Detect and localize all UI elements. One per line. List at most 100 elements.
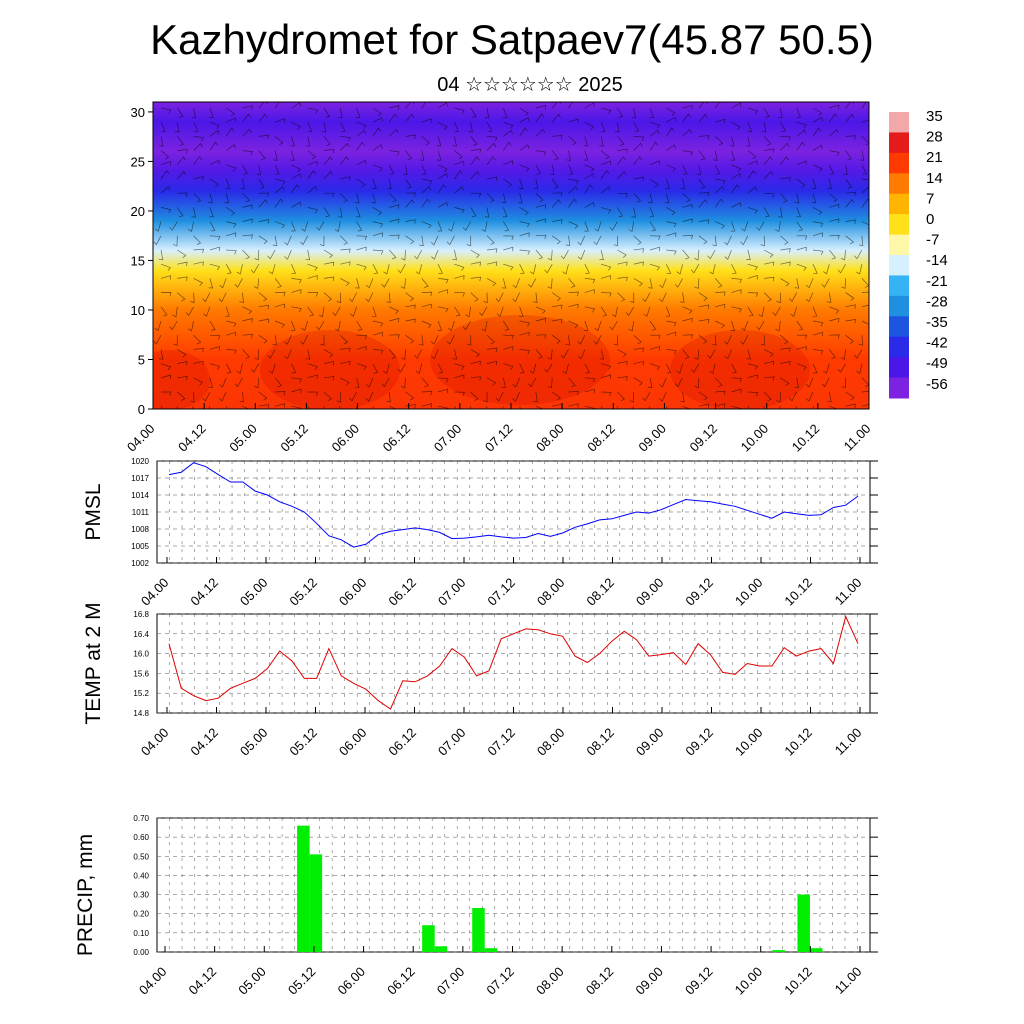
x-tick-label: 04.12: [175, 421, 209, 455]
x-tick-label: 05.00: [237, 575, 271, 609]
y-tick-label: 0.50: [133, 852, 149, 861]
colorbar-swatch: [889, 275, 909, 297]
y-tick-label: 10: [131, 303, 145, 318]
x-tick-label: 05.12: [285, 964, 319, 998]
colorbar-label: 21: [926, 149, 943, 166]
colorbar-label: -35: [926, 314, 948, 331]
y-tick-label: 1014: [131, 491, 149, 500]
x-tick-label: 11.00: [832, 575, 865, 608]
x-tick-label: 09.00: [635, 421, 669, 455]
x-tick-label: 10.12: [781, 964, 815, 998]
colorbar-label: -28: [926, 293, 948, 310]
x-tick-label: 04.00: [138, 725, 172, 759]
y-tick-label: 1002: [131, 559, 149, 568]
precip-bar: [797, 894, 810, 952]
y-tick-label: 16.8: [133, 610, 149, 619]
chart-subtitle: 04 ☆☆☆☆☆☆ 2025: [437, 74, 623, 96]
y-axis-label: TEMP at 2 M: [82, 602, 105, 724]
y-tick-label: 14.8: [133, 709, 149, 718]
x-tick-label: 11.00: [832, 964, 865, 997]
plot-frame: [156, 613, 871, 714]
pmsl-panel: 1002 1005 1008 1011 1014 1017 1020 PMSL 04.00 04.…: [82, 457, 878, 609]
x-tick-label: 05.12: [277, 421, 311, 455]
x-tick-label: 05.00: [237, 725, 271, 759]
colorbar-swatch: [889, 152, 909, 174]
y-tick-label: 15.6: [133, 669, 149, 678]
y-tick-label: 0.00: [133, 948, 149, 957]
x-tick-label: 09.12: [682, 964, 716, 998]
x-tick-label: 07.00: [435, 575, 469, 609]
precip-bar: [434, 946, 448, 952]
x-tick-label: 06.00: [329, 421, 363, 455]
y-tick-label: 0.10: [133, 929, 149, 938]
colorbar-swatch: [889, 193, 909, 215]
warm-core: [260, 330, 400, 409]
y-tick-label: 20: [131, 204, 145, 219]
colorbar-label: 14: [926, 170, 943, 187]
colorbar-label: -56: [926, 376, 948, 393]
x-tick-label: 10.00: [732, 575, 766, 609]
x-tick-label: 07.00: [434, 964, 468, 998]
x-tick-label: 09.12: [682, 725, 716, 759]
colorbar-swatch: [889, 112, 909, 133]
colorbar-label: 7: [926, 190, 934, 207]
x-tick-label: 04.00: [136, 964, 170, 998]
x-tick-label: 04.12: [187, 725, 221, 759]
x-tick-label: 08.12: [583, 964, 617, 998]
colorbar-label: -7: [926, 232, 939, 249]
y-tick-label: 1008: [131, 525, 149, 534]
precip-bar: [772, 950, 785, 952]
chart-title: Kazhydromet for Satpaev7(45.87 50.5): [150, 16, 874, 63]
y-tick-label: 1020: [131, 457, 149, 466]
x-tick-label: 07.12: [482, 421, 516, 455]
colorbar-swatch: [889, 255, 909, 276]
x-tick-label: 06.00: [336, 725, 370, 759]
x-tick-label: 05.12: [286, 725, 320, 759]
x-tick-label: 09.12: [687, 421, 721, 455]
x-tick-label: 11.00: [841, 421, 874, 454]
y-tick-label: 1011: [132, 508, 150, 517]
precip-bar: [484, 948, 498, 952]
series-line: [168, 615, 859, 710]
colorbar-label: -42: [926, 335, 948, 352]
x-tick-label: 04.00: [138, 575, 172, 609]
wind-barbs: [153, 102, 869, 409]
x-tick-label: 08.00: [533, 421, 567, 455]
y-tick-label: 16.4: [133, 630, 149, 639]
precip-panel: 0.00 0.10 0.20 0.30 0.40 0.50 0.60 0.70 PRECIP, …: [74, 814, 878, 998]
x-tick-label: 09.00: [632, 964, 666, 998]
warm-core: [430, 315, 610, 405]
y-axis-label: PMSL: [82, 483, 105, 540]
y-tick-label: 0.60: [133, 833, 149, 842]
precip-bar: [472, 907, 485, 952]
x-tick-label: 04.12: [186, 964, 220, 998]
colorbar-swatch: [889, 295, 909, 317]
x-tick-label: 09.00: [633, 575, 667, 609]
y-axis-label: PRECIP, mm: [74, 834, 97, 956]
x-tick-label: 06.00: [336, 575, 370, 609]
x-tick-label: 08.12: [583, 575, 617, 609]
colorbar-swatch: [889, 336, 909, 358]
y-tick-label: 16.0: [133, 650, 149, 659]
x-tick-label: 05.00: [235, 964, 269, 998]
colorbar-swatch: [889, 316, 909, 338]
colorbar-swatch: [889, 357, 909, 379]
x-tick-label: 10.12: [789, 421, 823, 455]
plot-frame: [156, 817, 871, 953]
y-tick-label: 25: [131, 154, 145, 169]
x-tick-label: 11.00: [832, 725, 865, 758]
x-tick-label: 06.00: [335, 964, 369, 998]
temperature-colorbar: 35 28 21 14 7 0 -7 -14 -21 -28 -35 -42 -49 -56: [889, 108, 948, 399]
y-tick-label: 30: [131, 105, 145, 120]
y-tick-label: 0: [138, 402, 145, 417]
x-tick-label: 07.00: [435, 725, 469, 759]
temperature-cross-section-panel: 0 5 10 15 20 25 30 04.00 04.12 05.00 05.12 06.00 06.…: [124, 101, 874, 455]
x-tick-label: 06.12: [384, 964, 418, 998]
precip-bar: [309, 854, 323, 952]
y-tick-label: 0.70: [133, 814, 149, 823]
x-tick-label: 10.12: [781, 575, 815, 609]
x-tick-label: 07.12: [484, 725, 518, 759]
x-tick-label: 05.12: [286, 575, 320, 609]
x-tick-label: 06.12: [385, 575, 419, 609]
